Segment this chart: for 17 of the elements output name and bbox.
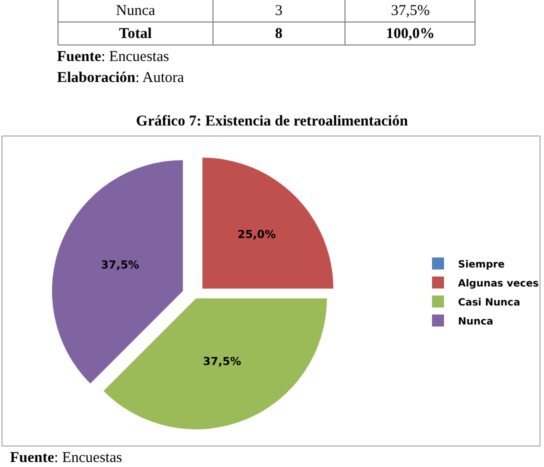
text: Total bbox=[119, 26, 152, 42]
data-label: 37,5% bbox=[100, 258, 140, 272]
source-note: Fuente: Encuestas bbox=[57, 49, 170, 65]
legend-label: Nunca bbox=[458, 316, 494, 328]
source-note: Fuente: Encuestas bbox=[10, 450, 122, 466]
data-label: 25,0% bbox=[238, 228, 276, 241]
legend-label: Casi Nunca bbox=[458, 297, 520, 308]
text: 100,0% bbox=[386, 26, 435, 42]
legend-label: Algunas veces bbox=[458, 278, 539, 290]
data-label: 37,5% bbox=[202, 354, 242, 368]
text: 37,5% bbox=[391, 3, 430, 19]
text: Nunca bbox=[116, 3, 156, 19]
text: 3 bbox=[275, 3, 282, 19]
text: 8 bbox=[275, 26, 282, 42]
chart-title: Gráfico 7: Existencia de retroalimentación bbox=[136, 113, 409, 130]
text: Elaboración: Autora bbox=[57, 70, 184, 86]
legend-label: Siempre bbox=[458, 259, 505, 270]
